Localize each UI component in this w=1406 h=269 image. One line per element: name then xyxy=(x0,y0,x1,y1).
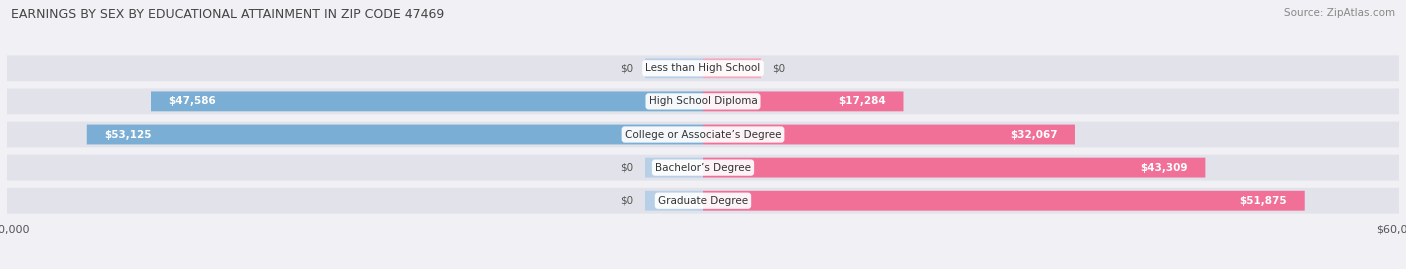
Text: College or Associate’s Degree: College or Associate’s Degree xyxy=(624,129,782,140)
Text: $43,309: $43,309 xyxy=(1140,162,1188,173)
Text: Less than High School: Less than High School xyxy=(645,63,761,73)
FancyBboxPatch shape xyxy=(7,188,1399,214)
FancyBboxPatch shape xyxy=(703,125,1076,144)
Text: $0: $0 xyxy=(620,196,633,206)
Text: $0: $0 xyxy=(620,162,633,173)
FancyBboxPatch shape xyxy=(703,58,761,78)
FancyBboxPatch shape xyxy=(150,91,703,111)
FancyBboxPatch shape xyxy=(7,89,1399,114)
FancyBboxPatch shape xyxy=(703,158,1205,178)
FancyBboxPatch shape xyxy=(87,125,703,144)
Text: $0: $0 xyxy=(620,63,633,73)
Text: EARNINGS BY SEX BY EDUCATIONAL ATTAINMENT IN ZIP CODE 47469: EARNINGS BY SEX BY EDUCATIONAL ATTAINMEN… xyxy=(11,8,444,21)
FancyBboxPatch shape xyxy=(703,191,1305,211)
Text: $51,875: $51,875 xyxy=(1240,196,1288,206)
Text: Bachelor’s Degree: Bachelor’s Degree xyxy=(655,162,751,173)
FancyBboxPatch shape xyxy=(7,55,1399,81)
FancyBboxPatch shape xyxy=(703,91,904,111)
FancyBboxPatch shape xyxy=(645,58,703,78)
Text: $0: $0 xyxy=(773,63,786,73)
Text: $17,284: $17,284 xyxy=(838,96,886,107)
FancyBboxPatch shape xyxy=(645,191,703,211)
Text: $53,125: $53,125 xyxy=(104,129,152,140)
Text: $32,067: $32,067 xyxy=(1010,129,1057,140)
Text: High School Diploma: High School Diploma xyxy=(648,96,758,107)
Text: Source: ZipAtlas.com: Source: ZipAtlas.com xyxy=(1284,8,1395,18)
FancyBboxPatch shape xyxy=(7,155,1399,180)
FancyBboxPatch shape xyxy=(645,158,703,178)
Text: Graduate Degree: Graduate Degree xyxy=(658,196,748,206)
Text: $47,586: $47,586 xyxy=(169,96,217,107)
FancyBboxPatch shape xyxy=(7,122,1399,147)
